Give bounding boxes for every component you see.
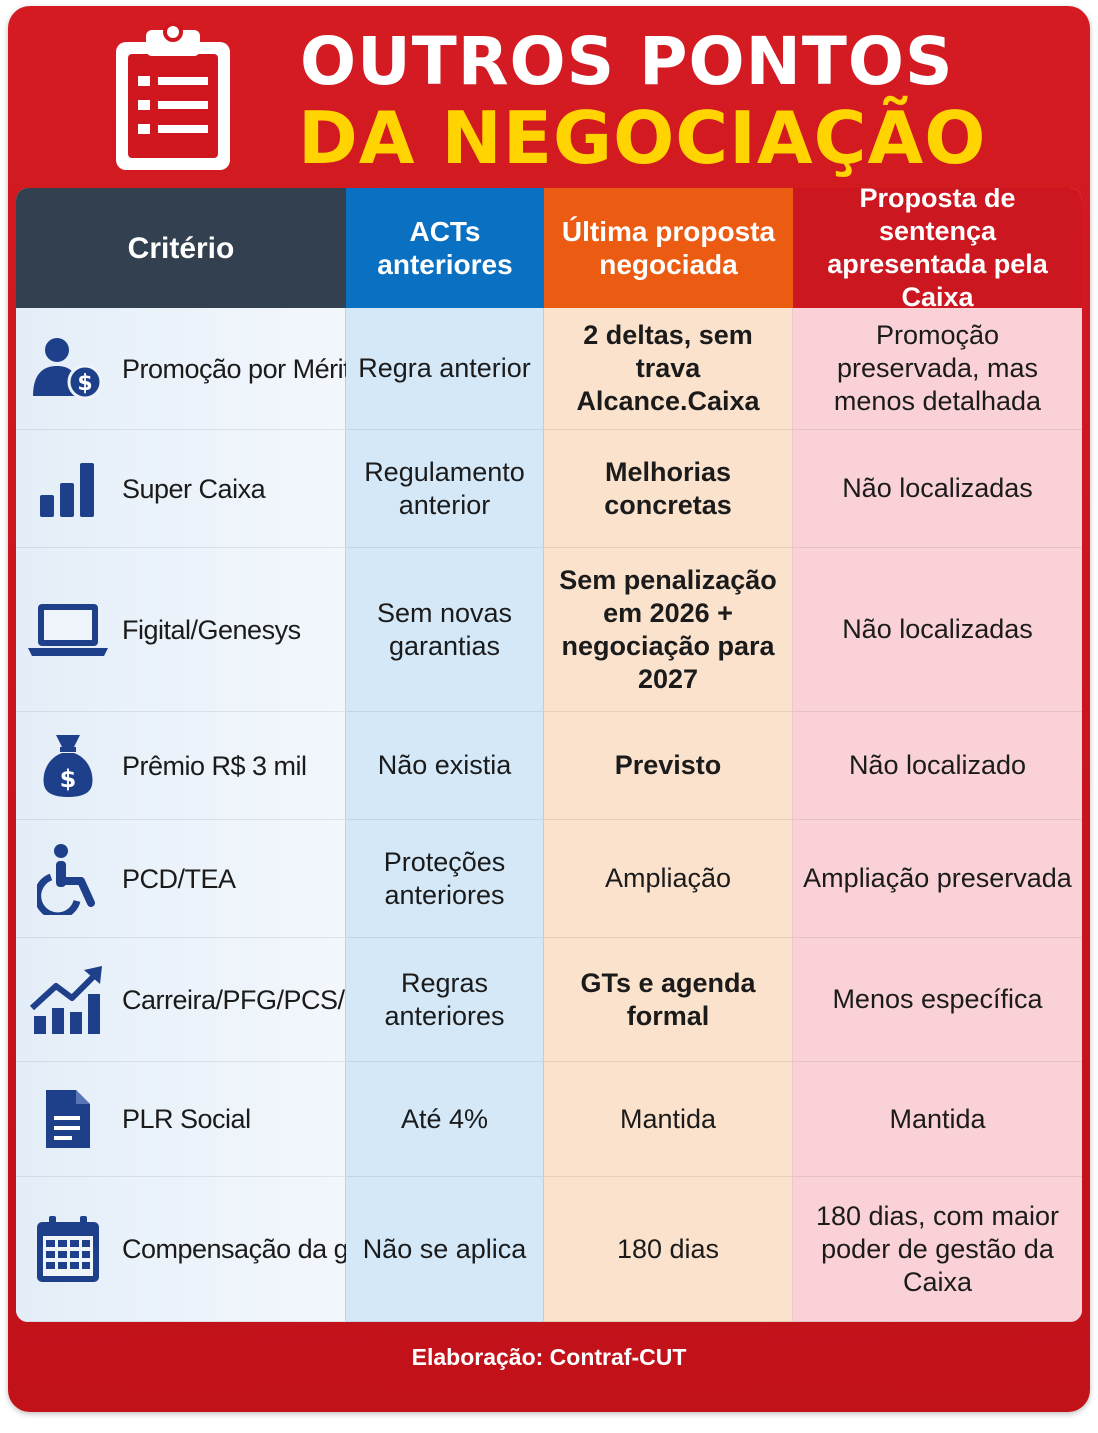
title-line-1: OUTROS PONTOS [300,23,954,100]
clipboard-icon [116,22,230,170]
criterio-label: PLR Social [122,1104,251,1134]
svg-text:$: $ [60,765,77,793]
cell-acts: Sem novas garantias [346,548,544,712]
cell-sentenca: Não localizado [793,712,1082,820]
money-bag-icon: $ [28,731,108,801]
criterio-label: Figital/Genesys [122,614,301,645]
header: OUTROS PONTOS DA NEGOCIAÇÃO [8,6,1090,188]
cell-sentenca: Ampliação preservada [793,820,1082,938]
comparison-table: Critério ACTs anteriores Última proposta… [16,188,1082,1322]
table-row-criterio: PCD/TEA [16,820,346,938]
cell-sentenca: Menos específica [793,938,1082,1062]
cell-ultima: GTs e agenda formal [544,938,793,1062]
criterio-label: Promoção por Mérito [122,353,365,384]
cell-ultima: 2 deltas, sem trava Alcance.Caixa [544,308,793,430]
cell-ultima: 180 dias [544,1177,793,1322]
column-header-acts: ACTs anteriores [346,188,544,308]
table-row-criterio: Figital/Genesys [16,548,346,712]
growth-chart-icon [28,965,108,1035]
wheelchair-icon [28,843,108,915]
criterio-label: Super Caixa [122,473,266,504]
cell-ultima: Mantida [544,1062,793,1177]
cell-sentenca: Não localizadas [793,430,1082,548]
cell-sentenca: Não localizadas [793,548,1082,712]
infographic-card: OUTROS PONTOS DA NEGOCIAÇÃO Critério ACT… [8,6,1090,1412]
cell-sentenca: Promoção preservada, mas menos detalhada [793,308,1082,430]
table-row-criterio: $ Prêmio R$ 3 mil [16,712,346,820]
criterio-label: PCD/TEA [122,863,236,894]
column-header-criterio: Critério [16,188,346,308]
column-header-sentenca: Proposta de sentença apresentada pela Ca… [793,188,1082,312]
criterio-label: Prêmio R$ 3 mil [122,750,307,781]
cell-acts: Até 4% [346,1062,544,1177]
cell-sentenca: Mantida [793,1062,1082,1177]
cell-sentenca: 180 dias, com maior poder de gestão da C… [793,1177,1082,1322]
cell-ultima: Previsto [544,712,793,820]
svg-text:$: $ [77,371,92,396]
table-row-criterio: $ Promoção por Mérito [16,308,365,430]
cell-ultima: Melhorias concretas [544,430,793,548]
document-icon [28,1084,108,1154]
person-dollar-icon: $ [28,334,108,404]
cell-acts: Regras anteriores [346,938,544,1062]
calendar-icon [28,1214,108,1284]
title-line-2: DA NEGOCIAÇÃO [298,96,987,180]
table-row-criterio: Super Caixa [16,430,346,548]
table-row-criterio: PLR Social [16,1062,346,1177]
cell-acts: Não existia [346,712,544,820]
column-header-ultima: Última proposta negociada [544,188,793,308]
cell-acts: Não se aplica [346,1177,544,1322]
laptop-icon [28,595,108,665]
bar-chart-icon [28,454,108,524]
footer-credit: Elaboração: Contraf-CUT [411,1344,687,1370]
criterio-label: Carreira/PFG/PCS/PSI [122,984,387,1015]
table-row-criterio: Carreira/PFG/PCS/PSI [16,938,387,1062]
cell-ultima: Ampliação [544,820,793,938]
cell-acts: Regra anterior [346,308,544,430]
cell-acts: Proteções anteriores [346,820,544,938]
cell-acts: Regulamento anterior [346,430,544,548]
table-row-criterio: Compensação da greve [16,1177,399,1322]
cell-ultima: Sem penalização em 2026 + negociação par… [544,548,793,712]
